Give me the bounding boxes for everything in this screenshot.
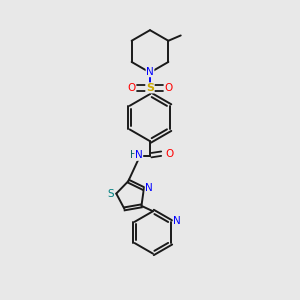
- Text: N: N: [135, 150, 143, 160]
- Text: O: O: [128, 83, 136, 93]
- Text: N: N: [145, 182, 153, 193]
- Text: N: N: [146, 67, 154, 77]
- Text: H: H: [130, 150, 137, 160]
- Text: S: S: [146, 83, 154, 93]
- Text: S: S: [108, 189, 114, 199]
- Text: N: N: [173, 216, 181, 226]
- Text: O: O: [164, 83, 172, 93]
- Text: O: O: [165, 148, 173, 158]
